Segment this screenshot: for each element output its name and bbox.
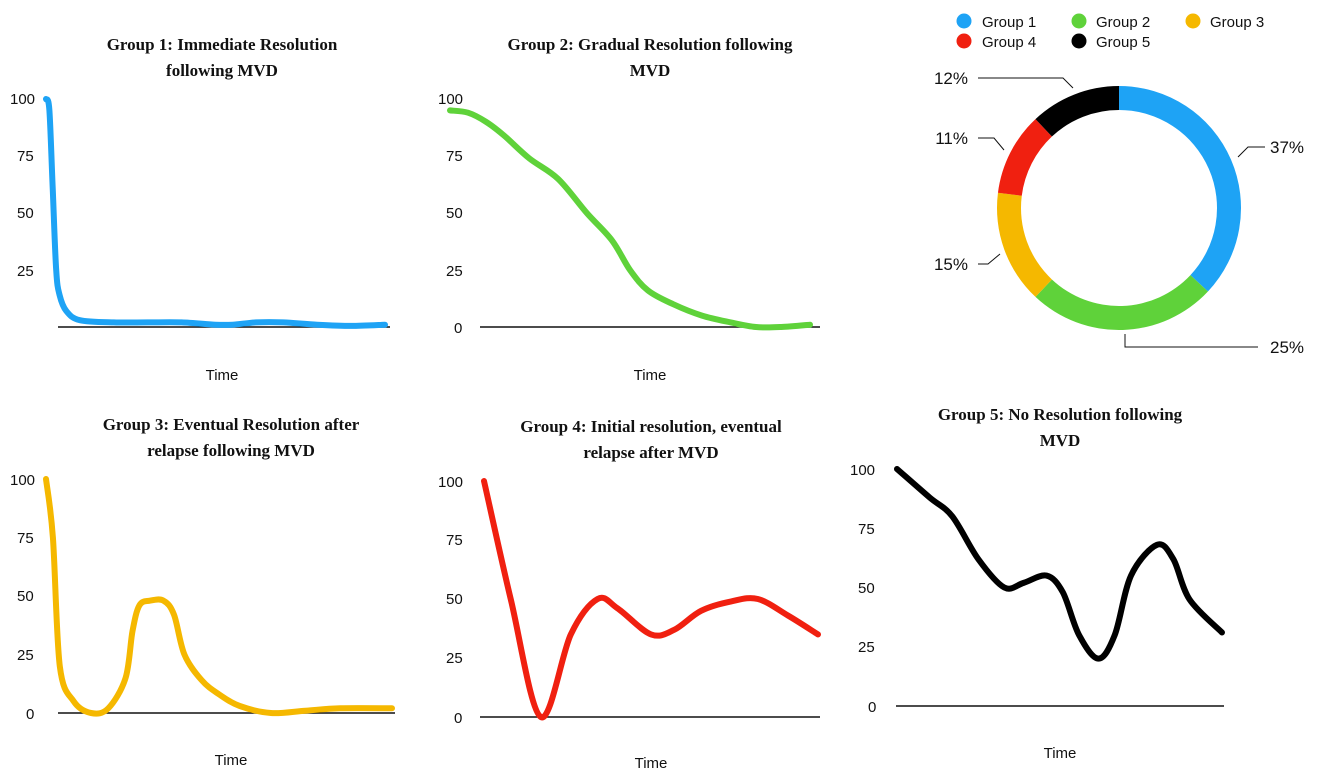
chart-title-line2: relapse after MVD [583, 443, 718, 462]
series-line-group5 [894, 466, 1225, 662]
chart-title-line2: MVD [630, 61, 671, 80]
panel-group1: Group 1: Immediate Resolution following … [10, 35, 390, 384]
legend-label: Group 2 [1096, 14, 1150, 31]
chart-title-line1: Group 5: No Resolution following [938, 405, 1183, 424]
donut-slice-group5 [1035, 86, 1119, 137]
y-tick-label: 50 [17, 588, 34, 605]
legend-label: Group 4 [982, 34, 1036, 51]
slice-label-group1: 37% [1270, 138, 1304, 157]
y-tick-label: 25 [17, 647, 34, 664]
x-axis-label: Time [635, 755, 668, 771]
y-tick-label: 50 [17, 205, 34, 222]
series-line-group4 [481, 478, 821, 721]
y-tick-label: 50 [446, 591, 463, 608]
y-tick-label: 0 [868, 699, 876, 716]
donut-slice-group3 [996, 192, 1052, 297]
y-tick-label: 100 [850, 462, 875, 479]
y-tick-label: 100 [438, 474, 463, 491]
series-line-group1 [43, 96, 388, 329]
legend-label: Group 3 [1210, 14, 1264, 31]
legend-marker-group5 [1071, 33, 1087, 49]
donut-slice-group2 [1035, 275, 1208, 331]
legend-marker-group3 [1185, 13, 1201, 29]
legend: Group 1 Group 2 Group 3 Group 4 Group 5 [956, 13, 1264, 51]
y-tick-label: 75 [17, 148, 34, 165]
y-tick-label: 25 [446, 650, 463, 667]
y-tick-label: 25 [446, 263, 463, 280]
leader-line-group3 [978, 253, 1001, 265]
y-tick-label: 100 [10, 91, 35, 108]
slice-label-group5: 12% [934, 69, 968, 88]
legend-marker-group2 [1071, 13, 1087, 29]
legend-label: Group 5 [1096, 34, 1150, 51]
y-tick-label: 75 [17, 530, 34, 547]
x-axis-label: Time [215, 752, 248, 769]
y-tick-label: 75 [446, 148, 463, 165]
legend-marker-group4 [956, 33, 972, 49]
leader-line-group5 [978, 77, 1074, 89]
panel-group5: Group 5: No Resolution following MVD 100… [850, 405, 1225, 762]
y-tick-label: 0 [454, 320, 462, 337]
x-axis-label: Time [634, 367, 667, 384]
donut-slice-group1 [1119, 86, 1241, 292]
y-tick-label: 0 [454, 710, 462, 727]
y-tick-label: 75 [446, 532, 463, 549]
legend-label: Group 1 [982, 14, 1036, 31]
chart-title-line2: MVD [1040, 431, 1081, 450]
slice-label-group2: 25% [1270, 338, 1304, 357]
panel-group3: Group 3: Eventual Resolution after relap… [10, 415, 395, 769]
y-tick-label: 25 [858, 639, 875, 656]
slice-label-group3: 15% [934, 255, 968, 274]
donut-panel: Group 1 Group 2 Group 3 Group 4 Group 5 … [934, 13, 1304, 357]
legend-marker-group1 [956, 13, 972, 29]
panel-group2: Group 2: Gradual Resolution following MV… [438, 35, 820, 384]
chart-title-line1: Group 2: Gradual Resolution following [508, 35, 793, 54]
y-tick-label: 0 [26, 706, 34, 723]
y-tick-label: 75 [858, 521, 875, 538]
y-tick-label: 25 [17, 263, 34, 280]
chart-title-line2: relapse following MVD [147, 441, 315, 460]
x-axis-label: Time [1044, 745, 1077, 762]
x-axis-label: Time [206, 367, 239, 384]
chart-title-line1: Group 4: Initial resolution, eventual [520, 417, 782, 436]
leader-line-group4 [978, 137, 1005, 151]
panel-group4: Group 4: Initial resolution, eventual re… [438, 417, 821, 771]
y-tick-label: 100 [438, 91, 463, 108]
chart-title-line1: Group 3: Eventual Resolution after [103, 415, 360, 434]
y-tick-label: 50 [858, 580, 875, 597]
y-tick-label: 50 [446, 205, 463, 222]
y-tick-label: 100 [10, 472, 35, 489]
series-line-group2 [447, 107, 813, 331]
chart-title-line1: Group 1: Immediate Resolution [107, 35, 338, 54]
chart-title-line2: following MVD [166, 61, 278, 80]
series-line-group3 [43, 476, 395, 717]
slice-label-group4: 11% [935, 129, 968, 148]
leader-line-group2 [1124, 334, 1258, 348]
donut-ring [996, 86, 1241, 331]
leader-line-group1 [1237, 146, 1265, 158]
donut-slice-group4 [997, 119, 1052, 196]
